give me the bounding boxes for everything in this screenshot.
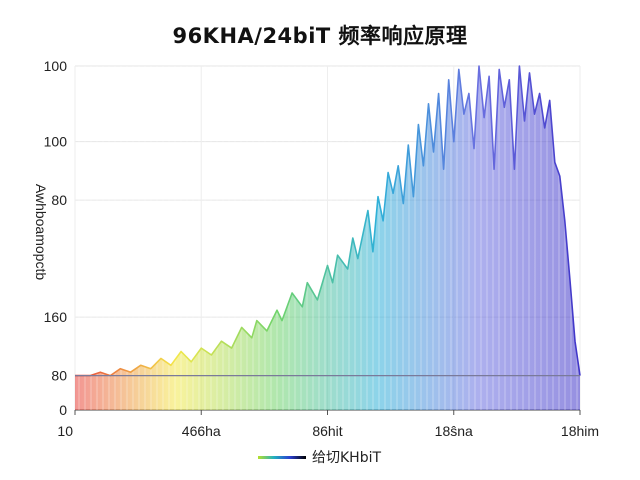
area-line — [75, 65, 581, 377]
y-tick-label: 100 — [44, 58, 68, 74]
x-tick-label: 86hit — [312, 423, 342, 439]
legend-swatch — [258, 455, 306, 459]
legend: 给切KHbiT — [258, 448, 381, 466]
x-tick-label: 18ŝna — [435, 423, 473, 439]
area-fill — [75, 66, 580, 410]
tick-labels: 0 80 160 80 100 100 10 466ha 86hit 18ŝna 18him — [44, 58, 599, 439]
x-tick-label: 18him — [561, 423, 599, 439]
legend-label: 给切KHbiT — [312, 450, 382, 466]
x-tick-label: 466ha — [182, 423, 221, 439]
chart-title: 96KHA/24biT 频率响应原理 — [172, 24, 468, 48]
y-tick-label: 80 — [51, 192, 67, 208]
x-tick-label: 10 — [57, 423, 73, 439]
y-tick-label: 160 — [44, 309, 68, 325]
y-axis-label: Awhboamopctb — [33, 184, 49, 280]
y-tick-label: 0 — [59, 402, 67, 418]
y-tick-label: 80 — [51, 368, 67, 384]
area-series — [75, 65, 581, 410]
y-tick-label: 100 — [44, 134, 68, 150]
